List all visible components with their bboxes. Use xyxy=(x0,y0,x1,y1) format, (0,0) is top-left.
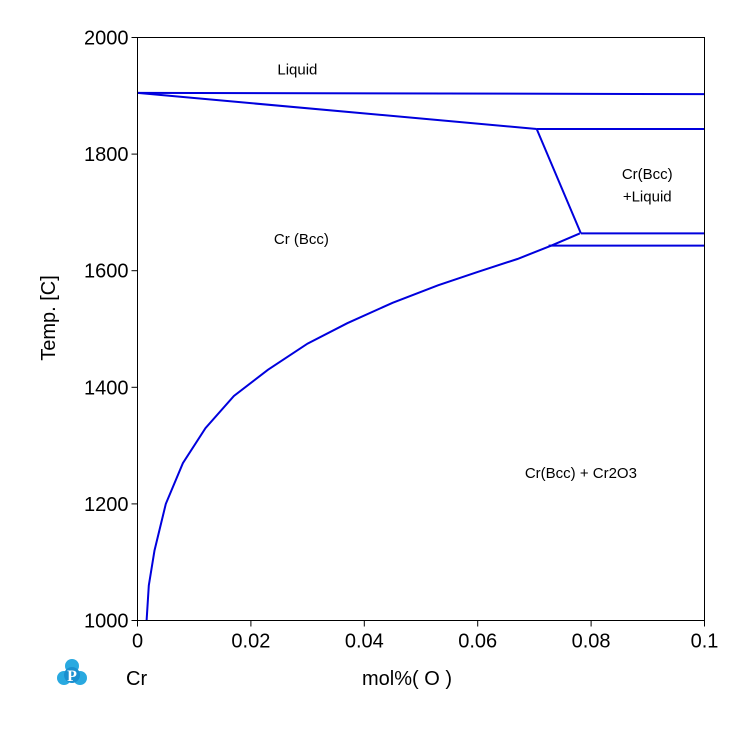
phase-boundary-line xyxy=(137,91,537,130)
y-tick-label: 1400 xyxy=(84,377,129,399)
left-component-label: Cr xyxy=(126,668,147,690)
y-tick-label: 2000 xyxy=(84,28,129,50)
axis-ticks: 0 0.02 0.04 0.06 0.08 0.1 1000 1200 1400 1600 1800… xyxy=(84,28,718,653)
x-tick-label: 0.1 xyxy=(691,631,719,653)
phase-boundaries xyxy=(137,91,705,621)
plot-frame xyxy=(137,37,705,621)
app-logo-icon: P xyxy=(57,659,87,685)
phase-boundary-line xyxy=(137,91,705,96)
x-tick-label: 0.02 xyxy=(231,631,270,653)
y-tick-label: 1000 xyxy=(84,611,129,633)
svg-text:P: P xyxy=(67,668,77,685)
x-tick-label: 0.04 xyxy=(345,631,384,653)
y-tick-label: 1600 xyxy=(84,261,129,283)
region-labels: Liquid Cr(Bcc) +Liquid Cr (Bcc) Cr(Bcc) + Cr… xyxy=(274,62,673,482)
phase-boundary-line xyxy=(535,128,582,234)
x-tick-label: 0 xyxy=(132,631,143,653)
region-label: Cr(Bcc) + Cr2O3 xyxy=(525,465,637,482)
region-label: +Liquid xyxy=(623,189,672,206)
x-tick-label: 0.06 xyxy=(458,631,497,653)
region-label: Cr (Bcc) xyxy=(274,231,329,248)
x-tick-label: 0.08 xyxy=(572,631,611,653)
y-tick-label: 1200 xyxy=(84,494,129,516)
region-label: Cr(Bcc) xyxy=(622,166,673,183)
region-label: Liquid xyxy=(277,62,317,79)
y-axis-title: Temp. [C] xyxy=(38,275,60,361)
phase-boundary-line xyxy=(145,232,581,621)
x-axis-title: mol%( O ) xyxy=(362,668,452,690)
y-tick-label: 1800 xyxy=(84,144,129,166)
